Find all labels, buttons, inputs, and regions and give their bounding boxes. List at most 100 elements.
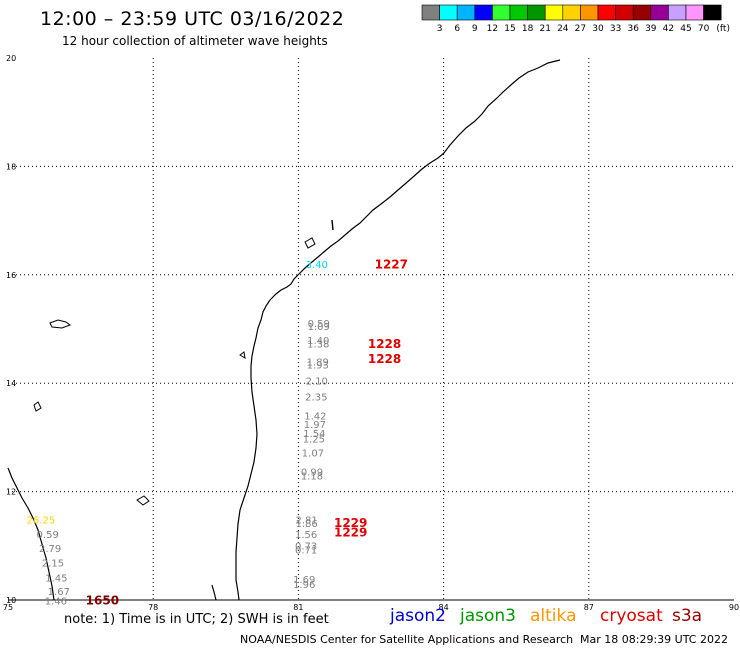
x-tick-label: 90 xyxy=(729,603,739,612)
wave-height-label: 1.97 xyxy=(304,420,326,431)
x-tick-label: 81 xyxy=(293,603,303,612)
coastline-mainland xyxy=(235,59,561,601)
pass-time-label: 1229 xyxy=(334,516,367,530)
y-tick-label: 14 xyxy=(6,379,16,388)
pass-time-label: 1229 xyxy=(334,526,367,540)
x-tick-label: 87 xyxy=(584,603,594,612)
legend-swatch xyxy=(685,4,704,21)
legend-altika: altika xyxy=(530,606,577,626)
legend-swatch xyxy=(615,4,634,21)
island-3 xyxy=(33,401,42,412)
wave-height-label: 2.79 xyxy=(39,544,61,555)
legend-tick-label: 33 xyxy=(610,24,621,34)
coastline-west xyxy=(7,467,55,601)
pass-time-label: 1228 xyxy=(368,352,401,366)
wave-height-label: 0.99 xyxy=(301,467,323,478)
wave-height-label: 2.10 xyxy=(306,376,328,387)
legend-tick-label: 36 xyxy=(627,24,639,34)
legend-tick-label: 9 xyxy=(472,24,478,34)
wave-height-label: 0.59 xyxy=(308,319,330,330)
wave-height-label: 1.56 xyxy=(295,530,317,541)
wave-height-label: 1.96 xyxy=(293,580,315,591)
wave-height-label: 1.07 xyxy=(302,448,324,459)
legend-tick-label: 24 xyxy=(557,24,569,34)
wave-height-label: 1.45 xyxy=(45,574,67,585)
coastline-southwest xyxy=(211,584,217,601)
map-title: 12:00 – 23:59 UTC 03/16/2022 xyxy=(40,8,345,30)
legend-jason3: jason3 xyxy=(460,606,516,626)
island-2 xyxy=(136,495,150,506)
legend-tick-label: 6 xyxy=(454,24,460,34)
legend-tick-label: 30 xyxy=(592,24,604,34)
legend-swatch xyxy=(456,4,476,21)
color-legend: 3 6 9 12 15 18 21 24 27 30 33 36 39 42 45 70 (ft) xyxy=(421,4,730,34)
y-tick-label: 16 xyxy=(6,271,16,280)
wave-height-label: 1.18 xyxy=(301,472,323,483)
pass-time-label: 1650 xyxy=(86,593,119,607)
pass-time-label: 1227 xyxy=(375,257,408,271)
island-1 xyxy=(49,319,72,329)
y-tick-label: 18 xyxy=(6,162,16,171)
footer-timestamp: Mar 18 08:29:39 UTC 2022 xyxy=(580,633,728,646)
legend-s3a: s3a xyxy=(672,606,703,626)
island-6 xyxy=(239,351,246,359)
wave-height-label: 1.46 xyxy=(45,596,67,607)
legend-swatch xyxy=(474,4,493,21)
wave-height-label: 1.67 xyxy=(48,587,70,598)
legend-tick-label: 70 xyxy=(698,24,710,34)
legend-swatch xyxy=(439,4,458,21)
pass-time-label: 1228 xyxy=(368,337,401,351)
legend-swatch xyxy=(509,4,528,21)
legend-swatch xyxy=(492,4,511,21)
legend-tick-label: 27 xyxy=(575,24,586,34)
wave-height-label: 1.93 xyxy=(307,361,329,372)
legend-swatch xyxy=(650,4,669,21)
wave-height-label: 1.86 xyxy=(295,519,317,530)
legend-tick-label: 45 xyxy=(680,24,691,34)
legend-swatch xyxy=(632,4,652,21)
legend-swatch xyxy=(597,4,616,21)
wave-height-label: 1.69 xyxy=(293,575,315,586)
wave-height-label: 2.15 xyxy=(42,558,64,569)
wave-height-label: 1.89 xyxy=(307,357,329,368)
wave-height-label: 1.09 xyxy=(308,322,330,333)
coastline xyxy=(7,59,561,601)
legend-swatch xyxy=(421,4,440,21)
legend-tick-label: 21 xyxy=(539,24,550,34)
legend-swatch xyxy=(668,4,687,21)
legend-tick-label: 12 xyxy=(487,24,498,34)
wave-height-label: 0.73 xyxy=(295,542,317,553)
island-4 xyxy=(304,237,316,249)
wave-height-label: 0.59 xyxy=(37,530,59,541)
island-5 xyxy=(331,219,334,231)
legend-swatch xyxy=(544,4,564,21)
wave-height-label: 1.54 xyxy=(303,429,325,440)
wave-height-label: 1.42 xyxy=(304,412,326,423)
legend-tick-label: 39 xyxy=(645,24,657,34)
map-subtitle: 12 hour collection of altimeter wave hei… xyxy=(62,34,328,48)
legend-swatch xyxy=(703,4,722,21)
legend-tick-label: 42 xyxy=(663,24,674,34)
legend-swatch xyxy=(580,4,599,21)
wave-height-observations: 3.400.591.091.401.381.891.932.102.351.42… xyxy=(27,257,408,607)
x-tick-label: 78 xyxy=(148,603,158,612)
footer-note: note: 1) Time is in UTC; 2) SWH is in fe… xyxy=(64,612,329,627)
legend-tick-label: 3 xyxy=(437,24,443,34)
legend-cryosat: cryosat xyxy=(600,606,663,626)
wave-height-label: 1.25 xyxy=(303,434,325,445)
x-tick-label: 84 xyxy=(439,603,449,612)
y-tick-label: 20 xyxy=(6,54,16,63)
wave-height-label: 2.35 xyxy=(305,393,327,404)
wave-height-label: 26.25 xyxy=(27,516,56,527)
wave-height-label: 1.38 xyxy=(307,339,329,350)
legend-tick-label: 18 xyxy=(522,24,534,34)
legend-swatch xyxy=(562,4,581,21)
legend-swatch xyxy=(527,4,546,21)
y-tick-label: 12 xyxy=(6,488,16,497)
wave-height-label: 0.71 xyxy=(295,545,317,556)
footer-credit: NOAA/NESDIS Center for Satellite Applica… xyxy=(240,633,574,646)
wave-height-label: 3.40 xyxy=(306,260,328,271)
wave-height-label: 2.81 xyxy=(295,516,317,527)
